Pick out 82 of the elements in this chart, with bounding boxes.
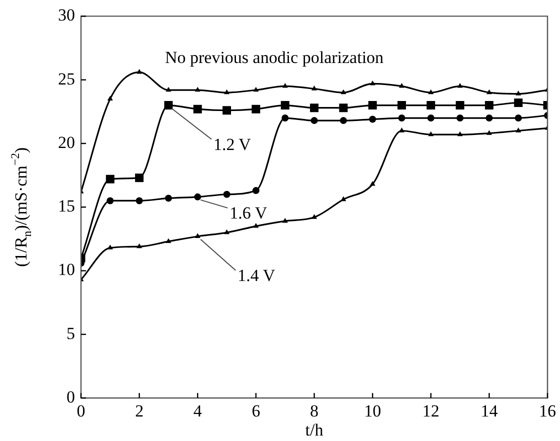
point (456, 101, 464, 110)
point (280, 101, 290, 110)
point (106, 174, 114, 184)
point (428, 89, 434, 94)
point (223, 190, 230, 198)
point (370, 80, 376, 86)
point (136, 69, 142, 74)
point (282, 82, 288, 88)
x-axis-title: t/h (305, 420, 324, 440)
point (310, 104, 318, 112)
y-tick-label: 10 (58, 260, 75, 280)
y-tick-label: 15 (58, 196, 75, 216)
series-label: 1.2 V (213, 134, 252, 154)
point (164, 101, 173, 110)
point (107, 244, 113, 250)
point (166, 86, 172, 92)
point (397, 101, 406, 110)
point (339, 104, 348, 112)
y-tick-label: 20 (58, 132, 75, 152)
point (136, 197, 143, 204)
point (282, 218, 288, 223)
point (456, 114, 464, 122)
point (427, 114, 434, 122)
point (368, 101, 377, 110)
point (486, 89, 492, 94)
x-tick-label: 6 (252, 402, 260, 421)
point (486, 114, 493, 122)
x-tick-label: 12 (422, 402, 440, 421)
series-label: 1.6 V (230, 203, 268, 222)
point (340, 196, 346, 202)
point (340, 89, 346, 94)
point (135, 174, 144, 182)
point (193, 104, 202, 114)
point (106, 197, 114, 204)
point (370, 180, 376, 186)
point (398, 128, 404, 132)
series-label: No previous anodic polarization (164, 48, 384, 68)
point (253, 86, 259, 92)
point (486, 130, 492, 135)
point (166, 238, 172, 244)
point (224, 229, 230, 234)
x-tick-label: 14 (480, 402, 498, 421)
point (398, 114, 406, 122)
line-series (81, 69, 548, 194)
point (457, 82, 463, 88)
x-tick-label: 2 (135, 402, 144, 421)
y-tick-label: 25 (58, 69, 75, 88)
point (194, 86, 200, 92)
point (369, 116, 376, 123)
x-tick-label: 8 (310, 402, 318, 421)
point (253, 222, 259, 228)
point (428, 131, 434, 136)
x-tick-label: 10 (364, 402, 382, 421)
point (136, 243, 142, 248)
y-tick-label: 5 (66, 324, 75, 343)
point (457, 131, 463, 136)
point (194, 193, 202, 200)
y-tick-label: 30 (58, 6, 75, 25)
point (311, 86, 318, 90)
point (398, 82, 404, 88)
point (340, 117, 347, 124)
point (516, 128, 522, 132)
point (516, 90, 522, 96)
point (514, 98, 523, 107)
point (164, 194, 172, 202)
point (194, 233, 200, 238)
point (311, 214, 318, 219)
point (514, 114, 522, 122)
point (252, 104, 260, 114)
point (252, 187, 260, 194)
y-tick-label: 0 (66, 387, 75, 406)
point (484, 101, 494, 110)
point (426, 101, 436, 110)
x-tick-label: 16 (539, 402, 556, 421)
y-axis-title: (1/Rn)/(mS·cm−2) (8, 147, 34, 267)
point (310, 117, 318, 124)
point (222, 106, 232, 115)
series-label: 1.4 V (238, 266, 276, 285)
x-tick-label: 4 (193, 402, 202, 421)
point (224, 89, 230, 94)
point (282, 114, 289, 122)
point (107, 96, 113, 101)
